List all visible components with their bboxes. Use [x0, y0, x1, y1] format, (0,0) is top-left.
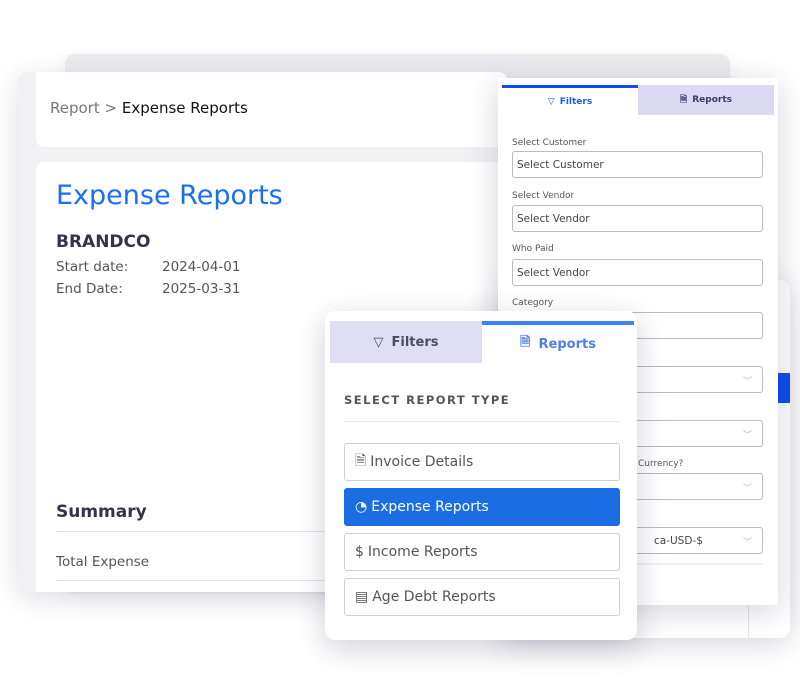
- total-expense-label: Total Expense: [56, 554, 150, 570]
- report-option-expense-reports[interactable]: ◔ Expense Reports: [344, 488, 620, 526]
- chevron-down-icon: ﹀: [742, 431, 752, 441]
- summary-heading: Summary: [56, 502, 147, 522]
- tab-label: Filters: [391, 334, 439, 350]
- table-icon: ▤: [355, 589, 369, 605]
- field-label: Category: [512, 298, 554, 308]
- option-label: Expense Reports: [371, 499, 489, 515]
- start-date-label: Start date:: [56, 259, 129, 275]
- end-date-value: 2025-03-31: [162, 281, 241, 297]
- vendor-select[interactable]: Select Vendor: [512, 205, 763, 232]
- breadcrumb-separator: >: [104, 99, 118, 117]
- tab-label: Reports: [538, 336, 596, 352]
- blue-bar: [778, 373, 790, 403]
- chevron-down-icon: ﹀: [742, 377, 752, 387]
- chevron-down-icon: ﹀: [742, 538, 752, 548]
- report-option-invoice-details[interactable]: 🗎 Invoice Details: [344, 443, 620, 481]
- document-icon: 🗎: [679, 95, 688, 105]
- company-name: BRANDCO: [56, 232, 151, 252]
- start-date-value: 2024-04-01: [162, 259, 241, 275]
- tab-filters[interactable]: ▽ Filters: [502, 85, 638, 115]
- tab-reports[interactable]: 🗎 Reports: [638, 85, 774, 115]
- field-label: Who Paid: [512, 244, 554, 254]
- divider: [56, 531, 508, 532]
- option-label: Income Reports: [367, 544, 478, 560]
- divider: [344, 421, 620, 422]
- filter-icon: ▽: [373, 334, 384, 350]
- tab-filters[interactable]: ▽ Filters: [330, 321, 482, 363]
- document-icon: 🗎: [520, 335, 531, 350]
- tab-label: Reports: [692, 95, 732, 105]
- who-paid-select[interactable]: Select Vendor: [512, 259, 763, 286]
- tab-reports[interactable]: 🗎 Reports: [482, 321, 634, 363]
- breadcrumb-parent[interactable]: Report: [50, 99, 100, 117]
- divider: [512, 563, 763, 565]
- reports-panel: ▽ Filters 🗎 Reports SELECT REPORT TYPE 🗎 In…: [325, 311, 637, 640]
- customer-select[interactable]: Select Customer: [512, 151, 763, 178]
- option-label: Age Debt Reports: [372, 589, 496, 605]
- end-date-label: End Date:: [56, 281, 123, 297]
- report-option-income-reports[interactable]: $ Income Reports: [344, 533, 620, 571]
- section-heading: SELECT REPORT TYPE: [344, 393, 511, 407]
- dollar-icon: $: [355, 544, 364, 560]
- option-label: Invoice Details: [370, 454, 474, 470]
- filter-icon: ▽: [547, 96, 555, 107]
- tab-label: Filters: [559, 96, 593, 107]
- pie-chart-icon: ◔: [355, 499, 368, 515]
- document-icon: 🗎: [355, 453, 367, 469]
- dropdown-value: ca-USD-$: [654, 534, 703, 547]
- report-option-age-debt-reports[interactable]: ▤ Age Debt Reports: [344, 578, 620, 616]
- breadcrumb-current: Expense Reports: [121, 99, 248, 117]
- chevron-down-icon: ﹀: [742, 484, 752, 494]
- divider: [56, 580, 508, 581]
- breadcrumb: Report > Expense Reports: [50, 99, 248, 117]
- header-card: Report > Expense Reports: [36, 72, 508, 147]
- field-label: Currency?: [638, 459, 684, 469]
- field-label: Select Customer: [512, 138, 587, 148]
- field-label: Select Vendor: [512, 191, 575, 201]
- page-title: Expense Reports: [56, 180, 283, 211]
